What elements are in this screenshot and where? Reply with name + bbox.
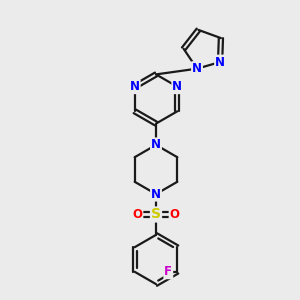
Text: N: N [192,62,202,75]
Text: N: N [151,188,161,201]
Text: N: N [172,80,182,93]
Text: O: O [169,208,180,221]
Text: O: O [132,208,142,221]
Text: F: F [164,265,172,278]
Text: N: N [151,138,161,152]
Text: N: N [130,80,140,93]
Text: N: N [215,56,225,69]
Text: S: S [151,208,161,221]
